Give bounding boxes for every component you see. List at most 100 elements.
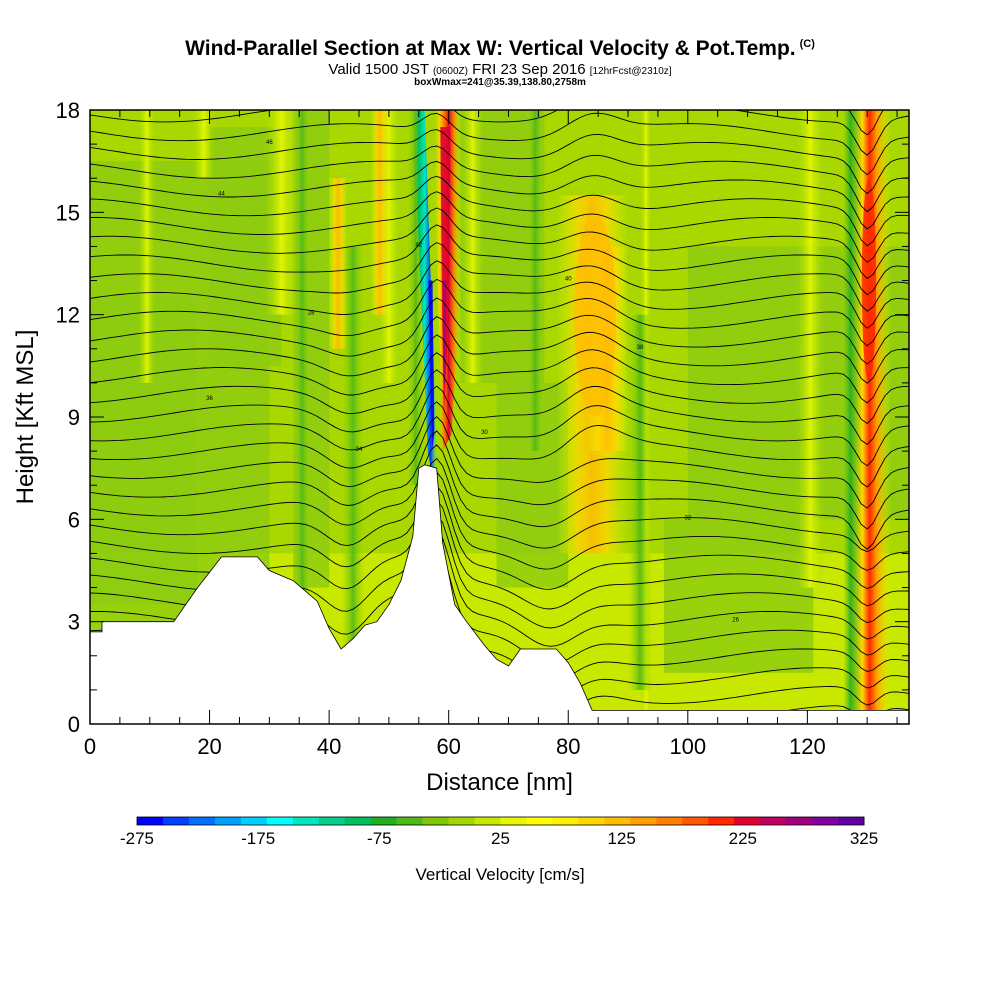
colorbar-swatch xyxy=(526,817,553,825)
isentrope-line xyxy=(90,316,909,384)
colorbar-swatch xyxy=(318,817,346,825)
colorbar-tick-label: -275 xyxy=(120,829,154,848)
isentrope-line xyxy=(90,112,909,176)
colorbar-title: Vertical Velocity [cm/s] xyxy=(415,865,584,884)
colorbar-tick-label: 125 xyxy=(607,829,635,848)
terrain xyxy=(90,464,909,724)
contour-label: 42 xyxy=(415,242,422,248)
yellow-green-streak xyxy=(795,110,826,588)
forecast-info: [12hrFcst@2310z] xyxy=(589,66,672,77)
contour-label: 46 xyxy=(266,140,273,146)
x-tick-label: 40 xyxy=(317,734,341,759)
yellow-streak xyxy=(329,178,348,349)
x-tick-label: 0 xyxy=(84,734,96,759)
isentrope-line xyxy=(90,352,909,425)
y-tick-label: 12 xyxy=(56,303,80,328)
y-tick-label: 18 xyxy=(56,98,80,123)
updraft-84nm xyxy=(574,212,617,417)
colorbar-swatch xyxy=(448,817,476,825)
valid-prefix: Valid 1500 JST xyxy=(328,61,429,78)
green-streak xyxy=(293,110,312,622)
colorbar-swatch xyxy=(162,817,190,825)
yellow-green-streak xyxy=(137,110,156,383)
contour-label: 44 xyxy=(218,191,225,197)
colorbar-swatch xyxy=(734,817,761,825)
x-tick-label: 100 xyxy=(669,734,706,759)
colorbar-swatch xyxy=(786,817,813,825)
colorbar-swatch xyxy=(137,817,164,825)
x-axis-label: Distance [nm] xyxy=(426,769,573,796)
copyright-mark: (C) xyxy=(799,38,815,50)
colorbar-swatch xyxy=(474,817,501,825)
updraft-130nm-core xyxy=(861,178,877,383)
isentrope-line xyxy=(90,224,909,296)
colorbar-swatch xyxy=(422,817,450,825)
colorbar-tick-label: 225 xyxy=(729,829,757,848)
colorbar-swatch xyxy=(838,817,865,825)
yellow-green-streak xyxy=(460,110,485,383)
isentrope-line xyxy=(90,207,909,280)
isentrope-line xyxy=(90,457,909,553)
contour-label: 32 xyxy=(684,515,691,521)
colorbar-swatch xyxy=(656,817,683,825)
chart-subtitle: Valid 1500 JST (0600Z) FRI 23 Sep 2016 [… xyxy=(0,61,1000,78)
colorbar-swatch xyxy=(578,817,605,825)
colorbar-tick-label: 325 xyxy=(850,829,878,848)
isentrope-line xyxy=(90,110,909,156)
colorbar-frame xyxy=(136,816,865,826)
isentrope-line xyxy=(90,297,909,365)
isentrope-line xyxy=(90,242,909,312)
isentrope-line xyxy=(90,416,909,509)
isentrope-line xyxy=(90,191,909,263)
isentrope-line xyxy=(90,444,909,550)
x-tick-label: 20 xyxy=(197,734,221,759)
isentrope-line xyxy=(90,129,909,195)
contour-label: 26 xyxy=(732,618,739,624)
box-info: boxWmax=241@35.39,138.80,2758m xyxy=(414,77,586,88)
chart-title: Wind-Parallel Section at Max W: Vertical… xyxy=(0,37,1000,61)
yellow-green-streak xyxy=(191,110,216,179)
x-tick-label: 80 xyxy=(556,734,580,759)
isentrope-line xyxy=(90,145,909,213)
y-tick-label: 9 xyxy=(68,405,80,430)
y-tick-label: 3 xyxy=(68,610,80,635)
updraft-peak xyxy=(443,280,447,383)
colorbar-swatch xyxy=(396,817,424,825)
colorbar-swatch xyxy=(266,817,294,825)
colorbar-swatch xyxy=(708,817,735,825)
colorbar-swatch xyxy=(760,817,787,825)
colorbar-swatch xyxy=(214,817,242,825)
isentrope-line xyxy=(90,260,909,329)
isentrope-line xyxy=(90,160,909,230)
green-streak xyxy=(341,246,365,656)
isentrope-line xyxy=(90,278,909,347)
colorbar-swatch xyxy=(682,817,709,825)
x-tick-label: 120 xyxy=(789,734,826,759)
isentrope-line xyxy=(90,369,909,445)
isentrope-line xyxy=(90,175,909,247)
colorbar-swatch xyxy=(344,817,372,825)
y-axis-label: Height [Kft MSL] xyxy=(12,330,39,505)
contour-label: 36 xyxy=(206,396,213,402)
colorbar-swatch xyxy=(370,817,398,825)
colorbar-swatch xyxy=(812,817,839,825)
y-tick-label: 0 xyxy=(68,712,80,737)
colorbar-tick-label: 25 xyxy=(491,829,510,848)
colorbar-swatch xyxy=(552,817,579,825)
isentrope-line xyxy=(90,385,909,467)
green-streak xyxy=(526,110,545,452)
valid-date: FRI 23 Sep 2016 xyxy=(472,61,586,78)
isentrope-line xyxy=(90,334,909,404)
colorbar-tick-label: -175 xyxy=(241,829,275,848)
isentrope-line xyxy=(90,471,909,571)
isentrope-line xyxy=(90,430,909,530)
colorbar-swatch xyxy=(240,817,268,825)
x-tick-label: 60 xyxy=(436,734,460,759)
contour-label: 30 xyxy=(481,430,488,436)
valid-utc: (0600Z) xyxy=(432,66,468,77)
contour-label: 34 xyxy=(356,447,363,453)
green-patch xyxy=(663,519,814,673)
plot-area: 46 44 42 40 38 36 34 32 30 28 26 xyxy=(90,110,909,724)
colorbar-swatch xyxy=(188,817,216,825)
